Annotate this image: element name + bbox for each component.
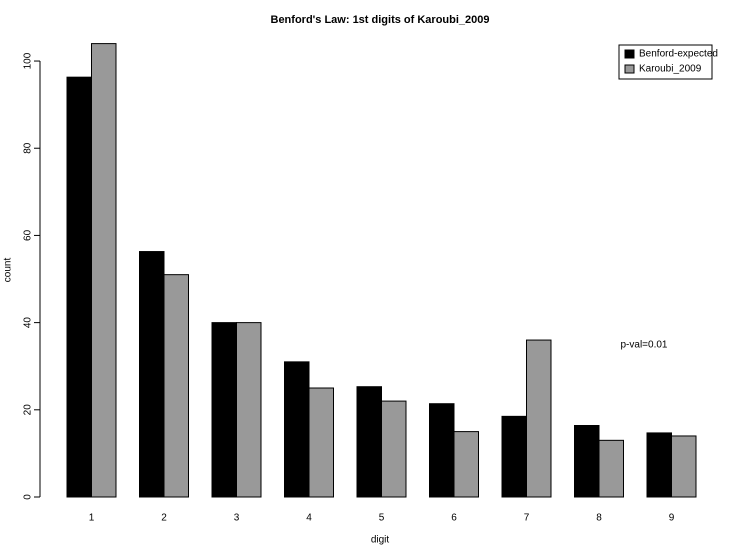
x-tick-label: 3 [234, 513, 240, 524]
x-tick-label: 2 [161, 513, 167, 524]
bar [139, 251, 165, 498]
bar [91, 43, 117, 498]
legend-swatch [624, 64, 635, 74]
bar [163, 274, 189, 498]
x-tick-label: 6 [451, 513, 457, 524]
y-tick-label: 0 [23, 494, 34, 500]
legend-label: Karoubi_2009 [639, 64, 702, 75]
y-tick-label: 40 [23, 317, 34, 329]
bar [211, 322, 237, 498]
legend-swatch [624, 49, 635, 59]
chart-title: Benford's Law: 1st digits of Karoubi_200… [271, 14, 490, 26]
bar [526, 339, 552, 498]
y-tick-label: 100 [23, 52, 34, 69]
bar [236, 322, 262, 498]
bar [453, 431, 479, 498]
bar [671, 435, 697, 498]
bar [574, 425, 600, 498]
x-tick-label: 1 [89, 513, 95, 524]
bar [356, 386, 382, 498]
x-axis-label: digit [371, 535, 390, 546]
bar [381, 400, 407, 498]
bar [501, 415, 527, 498]
legend-label: Benford-expected [639, 49, 718, 60]
x-tick-label: 4 [306, 513, 312, 524]
y-tick-label: 80 [23, 142, 34, 154]
bar [66, 76, 92, 498]
bar [284, 361, 310, 498]
annotation: p-val=0.01 [621, 340, 668, 351]
x-tick-label: 9 [669, 513, 675, 524]
x-tick-label: 7 [524, 513, 530, 524]
y-tick-label: 60 [23, 229, 34, 241]
bar [429, 403, 455, 498]
bar [646, 432, 672, 498]
bar [598, 439, 624, 498]
y-axis-label: count [3, 258, 14, 283]
x-tick-label: 5 [379, 513, 385, 524]
y-tick-label: 20 [23, 404, 34, 416]
bar [308, 387, 334, 498]
x-tick-label: 8 [596, 513, 602, 524]
